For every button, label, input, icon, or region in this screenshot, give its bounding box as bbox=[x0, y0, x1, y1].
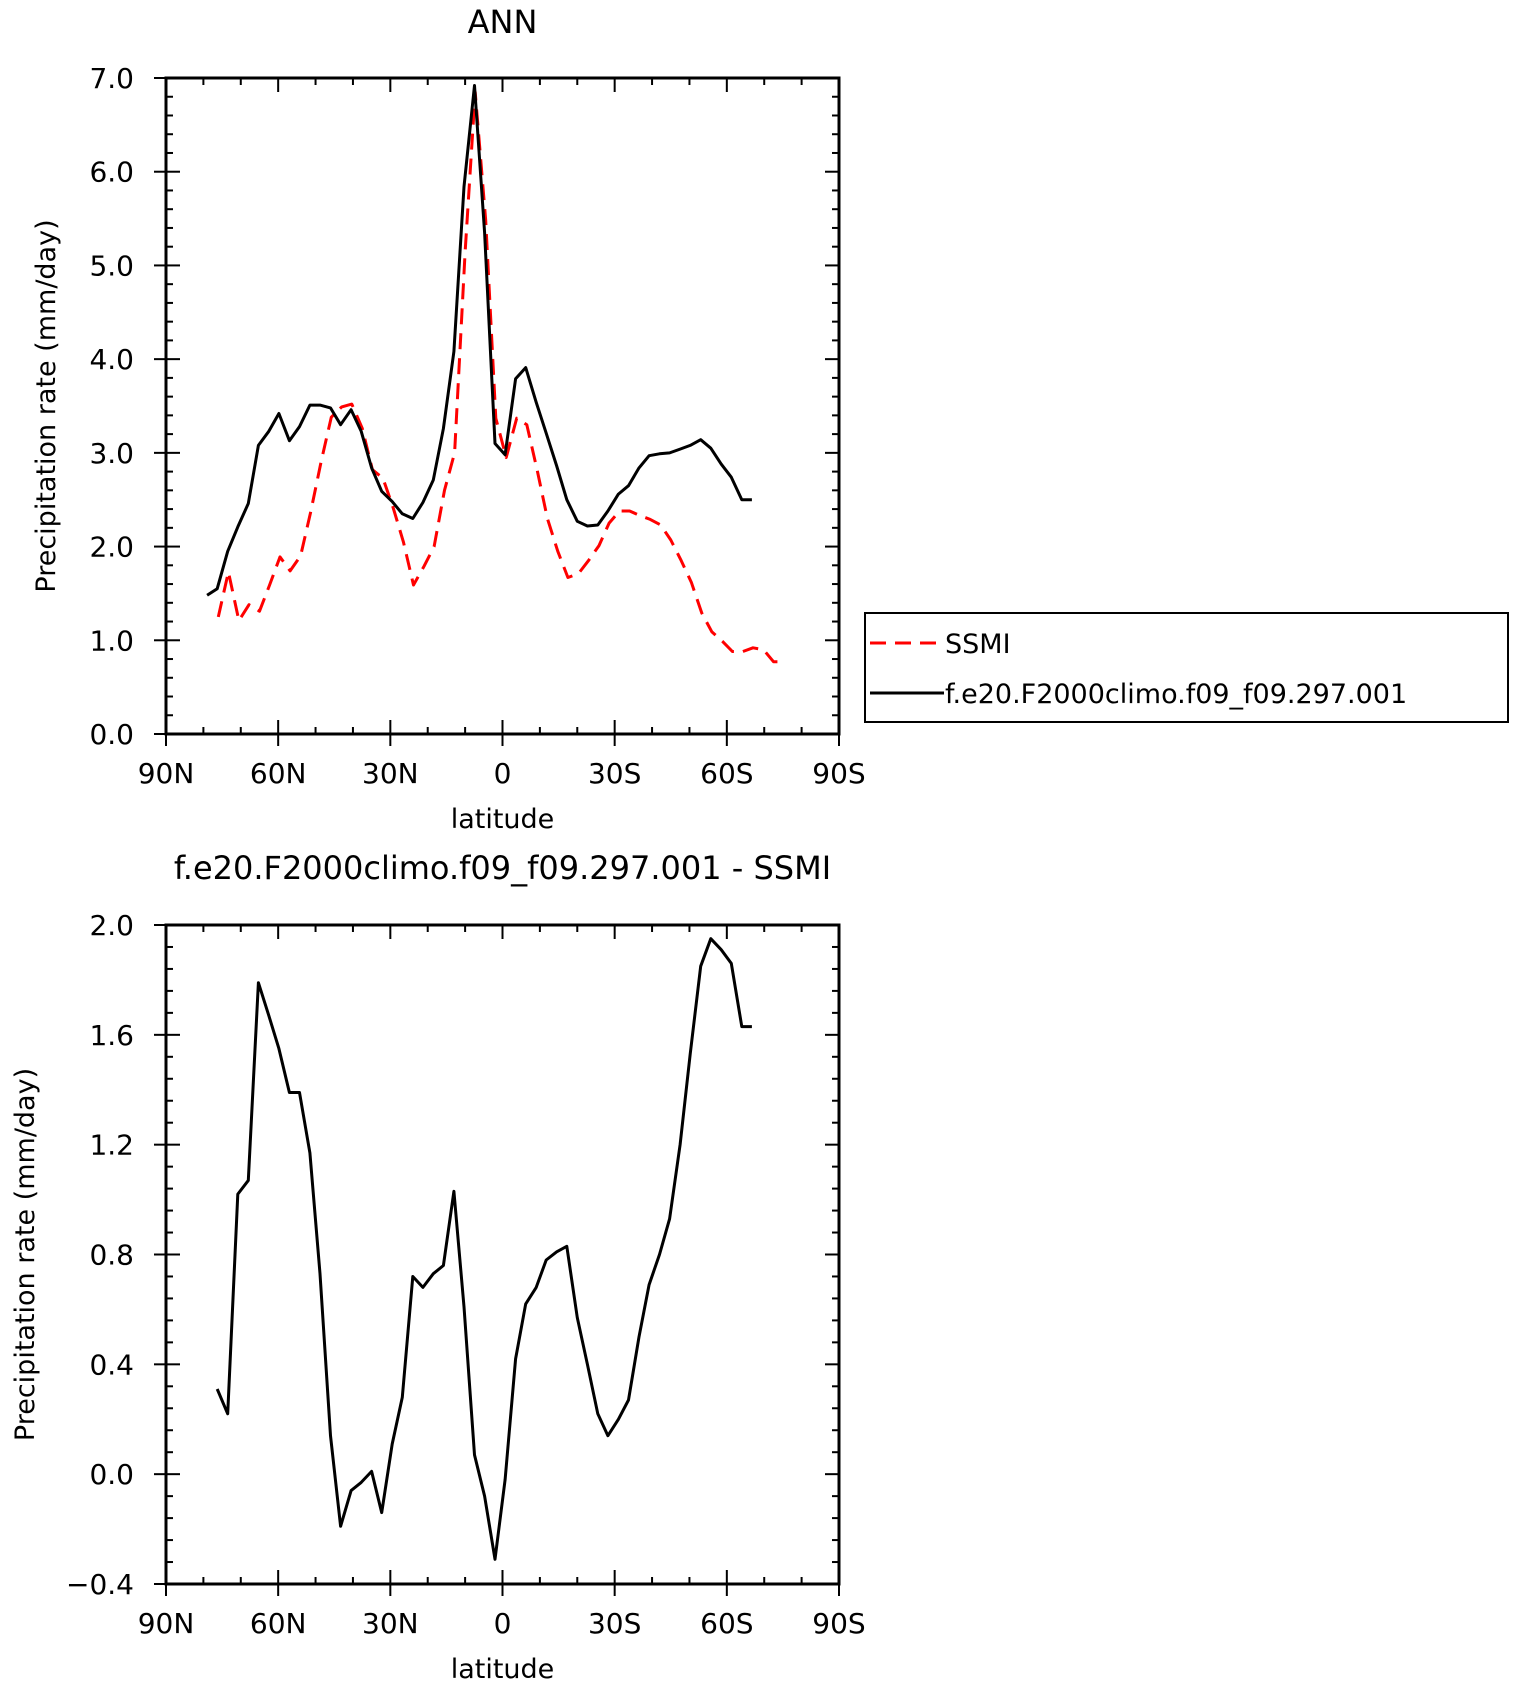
x-tick-label: 30N bbox=[362, 757, 419, 790]
plot-frame bbox=[164, 923, 841, 1586]
plot-frame bbox=[164, 76, 841, 736]
series-line-1 bbox=[206, 84, 752, 597]
x-axis-label: latitude bbox=[451, 804, 555, 835]
y-tick-label: 3.0 bbox=[89, 437, 134, 470]
x-tick-label: 0 bbox=[494, 1607, 512, 1640]
y-tick-label: 4.0 bbox=[89, 343, 134, 376]
y-axis-label: Precipitation rate (mm/day) bbox=[10, 1068, 41, 1441]
x-tick-label: 60S bbox=[700, 757, 753, 790]
x-axis-label: latitude bbox=[451, 1654, 555, 1685]
y-tick-label: 1.0 bbox=[89, 624, 134, 657]
panel-difference-precipitation: f.e20.F2000climo.f09_f09.297.001 - SSMI 9… bbox=[10, 849, 866, 1685]
y-tick-label: 6.0 bbox=[89, 156, 134, 189]
x-tick-label: 90S bbox=[812, 1607, 865, 1640]
y-tick-label: −0.4 bbox=[66, 1568, 134, 1601]
legend-box bbox=[864, 612, 1509, 723]
x-tick-label: 90N bbox=[138, 757, 195, 790]
series-line-0 bbox=[216, 90, 784, 664]
y-tick-label: 7.0 bbox=[89, 62, 134, 95]
x-tick-label: 60N bbox=[250, 1607, 307, 1640]
y-tick-label: 1.2 bbox=[89, 1129, 134, 1162]
y-tick-label: 0.4 bbox=[89, 1348, 134, 1381]
y-tick-label: 0.0 bbox=[89, 718, 134, 751]
legend-label-0: SSMI bbox=[945, 629, 1011, 660]
chart-title: f.e20.F2000climo.f09_f09.297.001 - SSMI bbox=[174, 849, 831, 887]
x-tick-label: 30S bbox=[588, 1607, 641, 1640]
x-tick-label: 90S bbox=[812, 757, 865, 790]
panel-annual-precipitation: ANN 90N 60N 30N 0 30S 60S 90S 0.0 1.0 2.0 3.0 4.0 5.0… bbox=[31, 3, 1509, 835]
y-tick-label: 2.0 bbox=[89, 909, 134, 942]
y-axis-label: Precipitation rate (mm/day) bbox=[31, 219, 62, 592]
x-tick-label: 60N bbox=[250, 757, 307, 790]
x-tick-label: 30S bbox=[588, 757, 641, 790]
x-tick-label: 90N bbox=[138, 1607, 195, 1640]
y-tick-label: 5.0 bbox=[89, 249, 134, 282]
x-tick-label: 0 bbox=[494, 757, 512, 790]
y-tick-label: 1.6 bbox=[89, 1019, 134, 1052]
x-tick-label: 60S bbox=[700, 1607, 753, 1640]
legend: SSMI f.e20.F2000climo.f09_f09.297.001 bbox=[864, 612, 1509, 723]
series-line-0 bbox=[215, 937, 752, 1561]
y-tick-label: 0.8 bbox=[89, 1239, 134, 1272]
legend-label-1: f.e20.F2000climo.f09_f09.297.001 bbox=[945, 679, 1407, 710]
x-tick-label: 30N bbox=[362, 1607, 419, 1640]
y-tick-label: 2.0 bbox=[89, 531, 134, 564]
chart-title: ANN bbox=[468, 3, 538, 41]
y-tick-label: 0.0 bbox=[89, 1458, 134, 1491]
